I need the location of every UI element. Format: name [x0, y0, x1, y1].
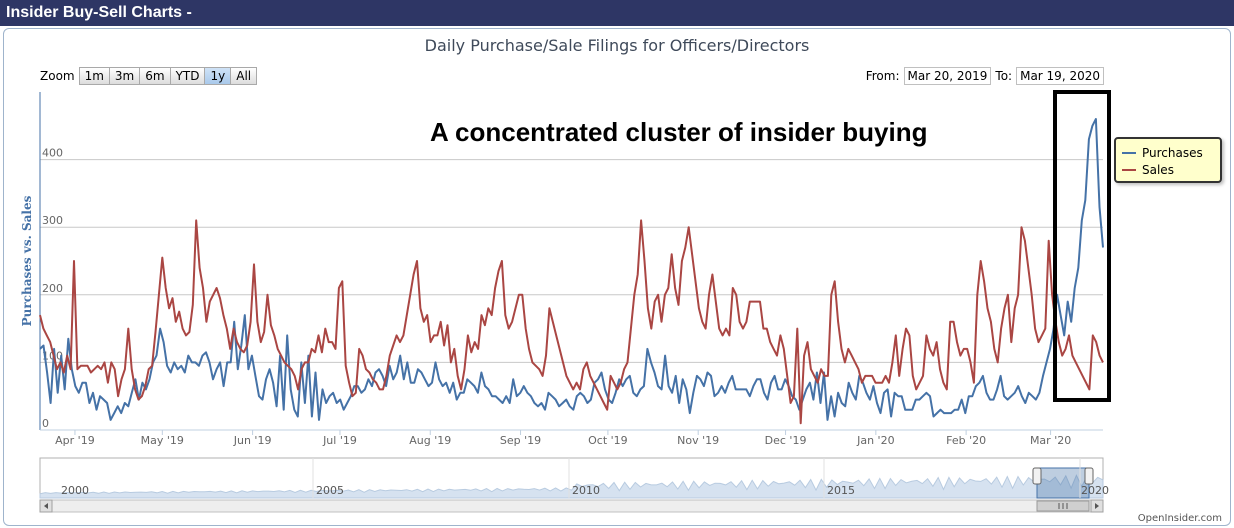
y-tick-label: 400: [42, 147, 63, 160]
zoom-ytd-button[interactable]: YTD: [170, 67, 206, 85]
x-tick-label: Oct '19: [588, 434, 628, 447]
annotation-text: A concentrated cluster of insider buying: [430, 117, 928, 147]
purchases-swatch: [1122, 151, 1136, 154]
scroll-left-icon: [44, 503, 48, 509]
from-label: From:: [865, 69, 900, 83]
y-tick-label: 200: [42, 282, 63, 295]
x-tick-label: Apr '19: [55, 434, 95, 447]
x-tick-label: Jun '19: [233, 434, 272, 447]
chart-title: Daily Purchase/Sale Filings for Officers…: [424, 36, 810, 55]
x-tick-label: Jan '20: [856, 434, 894, 447]
navigator-handle[interactable]: [1032, 467, 1042, 485]
zoom-6m-button[interactable]: 6m: [140, 67, 171, 85]
x-tick-label: Mar '20: [1030, 434, 1071, 447]
legend-label-sales: Sales: [1142, 162, 1174, 177]
navigator-year-label: 2020: [1081, 484, 1109, 497]
zoom-bar: Zoom 1m 3m 6m YTD 1y All: [40, 67, 258, 85]
date-range-selector: From: Mar 20, 2019 To: Mar 19, 2020: [862, 67, 1104, 85]
legend-item-purchases[interactable]: Purchases: [1122, 144, 1214, 161]
zoom-3m-button[interactable]: 3m: [109, 67, 141, 85]
chart-panel: [3, 28, 1231, 526]
navigator-year-label: 2015: [827, 484, 855, 497]
x-tick-label: Nov '19: [677, 434, 719, 447]
zoom-label: Zoom: [40, 69, 75, 83]
credit-link[interactable]: OpenInsider.com: [1137, 513, 1222, 524]
to-label: To:: [995, 69, 1013, 83]
series-line-purchases: [39, 118, 1104, 421]
page-title: Insider Buy-Sell Charts -: [0, 0, 1234, 26]
x-tick-label: Sep '19: [500, 434, 541, 447]
y-axis-title: Purchases vs. Sales: [20, 195, 34, 326]
scrollbar-track: [39, 499, 1104, 513]
sales-swatch: [1122, 168, 1136, 171]
y-tick-label: 300: [42, 214, 63, 227]
series-line-sales: [39, 219, 1104, 425]
zoom-1m-button[interactable]: 1m: [78, 67, 110, 85]
highlight-box: [1053, 90, 1111, 402]
legend-item-sales[interactable]: Sales: [1122, 161, 1214, 178]
scroll-right-icon: [1095, 503, 1099, 509]
navigator-year-label: 2000: [61, 484, 89, 497]
y-tick-label: 0: [42, 417, 49, 430]
to-date-input[interactable]: Mar 19, 2020: [1016, 67, 1104, 85]
navigator-handle[interactable]: [1084, 467, 1094, 485]
x-tick-label: Aug '19: [409, 434, 451, 447]
zoom-all-button[interactable]: All: [231, 67, 258, 85]
y-tick-label: 100: [42, 349, 63, 362]
legend-label-purchases: Purchases: [1142, 145, 1203, 160]
chart-legend: Purchases Sales: [1114, 137, 1222, 183]
navigator-year-label: 2005: [316, 484, 344, 497]
x-tick-label: Feb '20: [946, 434, 986, 447]
x-tick-label: Jul '19: [322, 434, 357, 447]
x-tick-label: May '19: [141, 434, 184, 447]
navigator-area: [39, 474, 1104, 499]
from-date-input[interactable]: Mar 20, 2019: [903, 67, 992, 85]
zoom-1y-button[interactable]: 1y: [205, 67, 232, 85]
navigator-year-label: 2010: [572, 484, 600, 497]
x-tick-label: Dec '19: [765, 434, 807, 447]
